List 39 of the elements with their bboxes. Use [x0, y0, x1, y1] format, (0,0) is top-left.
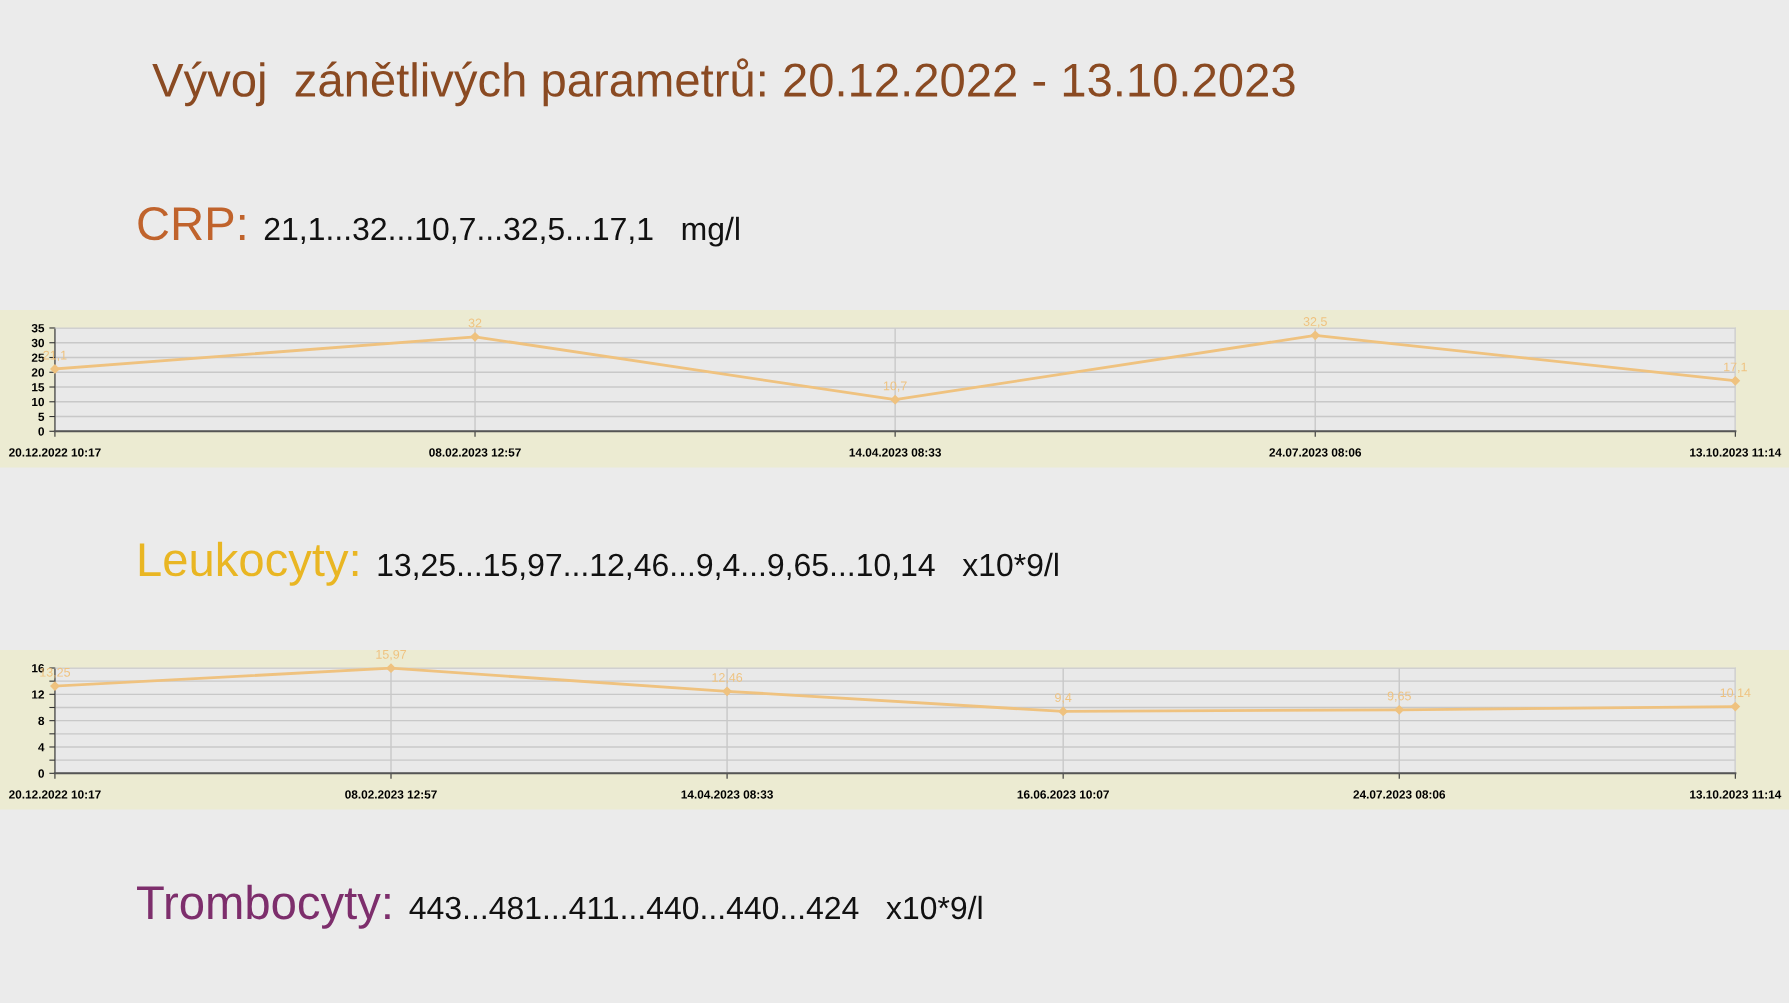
y-tick-label: 0 [38, 427, 45, 436]
x-tick-label: 14.04.2023 08:33 [849, 448, 941, 457]
text: Trombocyty: [137, 884, 390, 929]
x-tick-label: 13.10.2023 11:14 [1690, 790, 1782, 799]
y-tick-label: 10 [32, 397, 45, 407]
data-label: 32,5 [1303, 317, 1327, 328]
x-tick-label: 08.02.2023 12:57 [345, 790, 437, 799]
y-tick-label: 5 [38, 412, 45, 421]
text: Leukocyty: [139, 541, 358, 586]
data-label: 9,65 [1387, 691, 1411, 702]
text: 443...481...411...440...440...424 x10*9/l [409, 895, 982, 920]
text: CRP: [138, 206, 245, 241]
y-tick-label: 20 [31, 368, 45, 377]
y-tick-label: 4 [38, 743, 45, 752]
chart-title: Vývoj zánětlivých parametrů: 20.12.2022 - 13.10.2023 [152, 58, 1295, 107]
y-tick-label: 8 [38, 716, 45, 726]
y-tick-label: 30 [31, 338, 45, 348]
y-tick-label: 25 [31, 353, 45, 362]
x-tick-label: 20.12.2022 10:17 [9, 790, 101, 799]
data-label: 12,46 [712, 673, 743, 684]
data-label: 10,14 [1720, 688, 1751, 699]
x-tick-label: 24.07.2023 08:06 [1353, 790, 1446, 799]
x-tick-label: 08.02.2023 12:57 [429, 448, 521, 457]
y-tick-label: 35 [31, 324, 45, 333]
x-tick-label: 14.04.2023 08:33 [681, 790, 773, 799]
data-label: 17,1 [1724, 362, 1747, 373]
y-tick-label: 12 [32, 690, 45, 699]
x-tick-label: 16.06.2023 10:07 [1017, 790, 1109, 799]
text: 13,25...15,97...12,46...9,4...9,65...10,14 x10*9/l [378, 552, 1058, 581]
y-tick-label: 0 [38, 769, 45, 778]
data-label: 32 [468, 318, 482, 328]
text: 21,1...32...10,7...32,5...17,1 mg/l [264, 216, 739, 247]
x-tick-label: 13.10.2023 11:14 [1690, 448, 1782, 457]
x-tick-label: 20.12.2022 10:17 [9, 448, 101, 457]
data-label: 15,97 [376, 649, 407, 661]
data-label: 10,7 [883, 381, 907, 392]
data-label: 9,4 [1055, 693, 1072, 704]
x-tick-label: 24.07.2023 08:06 [1269, 448, 1362, 457]
y-tick-label: 15 [32, 383, 45, 392]
